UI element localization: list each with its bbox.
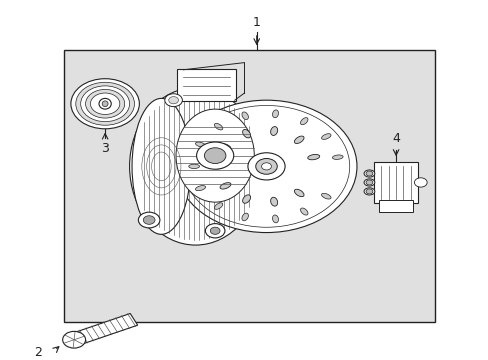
Ellipse shape xyxy=(220,144,230,150)
Text: 2: 2 xyxy=(34,346,42,359)
Ellipse shape xyxy=(188,164,199,168)
Circle shape xyxy=(164,94,182,107)
Circle shape xyxy=(261,163,271,170)
Circle shape xyxy=(365,171,372,176)
FancyBboxPatch shape xyxy=(63,50,434,322)
Circle shape xyxy=(81,86,129,122)
Ellipse shape xyxy=(220,183,230,189)
Ellipse shape xyxy=(294,136,304,144)
Ellipse shape xyxy=(242,213,248,221)
Circle shape xyxy=(62,331,85,348)
Circle shape xyxy=(176,100,356,233)
Ellipse shape xyxy=(363,188,374,195)
Circle shape xyxy=(76,82,134,125)
Ellipse shape xyxy=(242,195,250,203)
Circle shape xyxy=(247,153,285,180)
Circle shape xyxy=(138,212,160,228)
Ellipse shape xyxy=(176,109,254,202)
Ellipse shape xyxy=(321,134,330,139)
Ellipse shape xyxy=(272,215,278,223)
Polygon shape xyxy=(72,314,138,345)
Ellipse shape xyxy=(270,197,277,206)
Circle shape xyxy=(168,96,178,104)
Ellipse shape xyxy=(132,98,190,234)
Ellipse shape xyxy=(272,110,278,118)
FancyBboxPatch shape xyxy=(374,162,417,203)
Text: 4: 4 xyxy=(391,132,399,145)
Circle shape xyxy=(85,89,124,118)
Circle shape xyxy=(365,189,372,194)
Circle shape xyxy=(204,148,225,163)
Text: 1: 1 xyxy=(252,15,260,29)
Ellipse shape xyxy=(242,130,250,138)
Ellipse shape xyxy=(294,189,304,197)
Ellipse shape xyxy=(102,101,108,107)
Ellipse shape xyxy=(270,127,277,135)
Ellipse shape xyxy=(321,193,330,199)
Text: 3: 3 xyxy=(101,143,109,156)
Circle shape xyxy=(414,178,427,187)
Circle shape xyxy=(255,158,277,174)
Circle shape xyxy=(71,79,139,129)
Circle shape xyxy=(365,180,372,185)
Circle shape xyxy=(90,93,120,114)
Circle shape xyxy=(196,142,233,169)
Ellipse shape xyxy=(214,123,223,130)
FancyBboxPatch shape xyxy=(177,69,236,101)
Ellipse shape xyxy=(300,208,307,215)
Ellipse shape xyxy=(129,87,261,245)
Circle shape xyxy=(210,227,220,234)
Ellipse shape xyxy=(195,142,205,147)
Ellipse shape xyxy=(300,118,307,125)
Ellipse shape xyxy=(99,98,111,109)
Circle shape xyxy=(205,224,224,238)
Circle shape xyxy=(143,216,155,224)
Ellipse shape xyxy=(363,170,374,177)
Ellipse shape xyxy=(332,155,343,159)
Ellipse shape xyxy=(214,203,223,210)
Ellipse shape xyxy=(211,164,224,169)
Ellipse shape xyxy=(363,179,374,186)
Ellipse shape xyxy=(307,154,319,160)
Ellipse shape xyxy=(195,186,205,191)
FancyBboxPatch shape xyxy=(379,201,412,212)
Ellipse shape xyxy=(242,112,248,120)
